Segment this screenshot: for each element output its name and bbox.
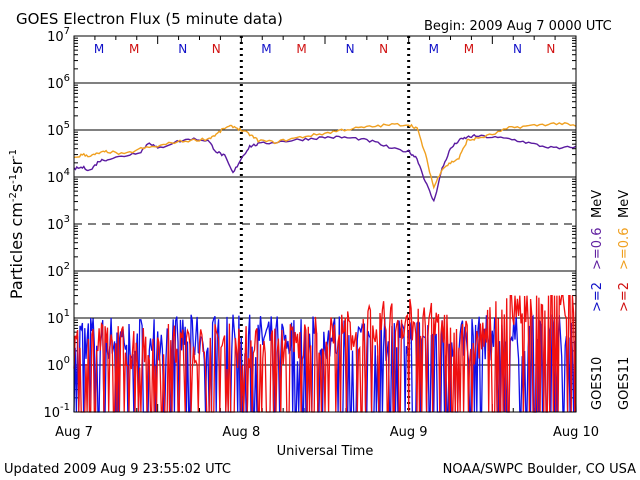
y-tick-label-3: 104 bbox=[47, 167, 70, 186]
legend-mev-unit-0: MeV bbox=[590, 190, 605, 218]
y-tick-label-6: 101 bbox=[47, 308, 70, 327]
legend-sat-1: GOES11 bbox=[617, 357, 632, 410]
legend-range-0: >=2 bbox=[590, 282, 605, 312]
legend-mev-unit-1: MeV bbox=[617, 190, 632, 218]
legend-sat-0: GOES10 bbox=[590, 357, 605, 410]
y-tick-labels: 107 106 105 104 103 102 101 100 10-1 bbox=[43, 26, 70, 421]
marker-n-11: N bbox=[546, 42, 555, 56]
plot-frame bbox=[73, 35, 577, 413]
x-tick-label-3: Aug 10 bbox=[553, 425, 599, 440]
x-tick-label-0: Aug 7 bbox=[55, 425, 93, 440]
chart-title: GOES Electron Flux (5 minute data) bbox=[16, 10, 283, 28]
legend-mev-0: >=0.6 bbox=[590, 228, 605, 270]
marker-m-9: M bbox=[464, 42, 474, 56]
x-tick-labels: Aug 7 Aug 8 Aug 9 Aug 10 bbox=[55, 425, 599, 440]
credit-label: NOAA/SWPC Boulder, CO USA bbox=[443, 462, 636, 477]
y-tick-label-5: 102 bbox=[47, 261, 70, 280]
series-line-goes11-0-6-mev bbox=[73, 122, 577, 190]
legend-mev-1: >=0.6 bbox=[617, 228, 632, 270]
series-line-goes10-0-6-mev bbox=[73, 133, 577, 203]
marker-n-2: N bbox=[178, 42, 187, 56]
y-tick-label-1: 106 bbox=[47, 73, 70, 92]
marker-n-3: N bbox=[212, 42, 221, 56]
marker-n-10: N bbox=[513, 42, 522, 56]
marker-m-0: M bbox=[94, 42, 104, 56]
legend-entry-0: GOES10 >=2 >=0.6 MeV bbox=[590, 190, 605, 410]
updated-label: Updated 2009 Aug 9 23:55:02 UTC bbox=[4, 462, 231, 477]
y-tick-label-4: 103 bbox=[47, 214, 70, 233]
x-tick-label-1: Aug 8 bbox=[222, 425, 260, 440]
begin-label: Begin: 2009 Aug 7 0000 UTC bbox=[424, 19, 612, 34]
marker-m-4: M bbox=[261, 42, 271, 56]
marker-n-6: N bbox=[346, 42, 355, 56]
series-layer bbox=[73, 122, 577, 413]
marker-m-5: M bbox=[296, 42, 306, 56]
marker-m-8: M bbox=[429, 42, 439, 56]
marker-n-7: N bbox=[379, 42, 388, 56]
x-axis-label: Universal Time bbox=[277, 444, 374, 459]
legend: GOES10 >=2 >=0.6 MeV GOES11 >=2 >=0.6 MeV bbox=[590, 190, 632, 410]
legend-range-1: >=2 bbox=[617, 282, 632, 312]
x-tick-label-2: Aug 9 bbox=[390, 425, 428, 440]
marker-m-1: M bbox=[129, 42, 139, 56]
y-tick-label-8: 10-1 bbox=[43, 402, 70, 421]
svg-text:Particles cm-2s-1sr-1: Particles cm-2s-1sr-1 bbox=[7, 149, 26, 299]
y-axis-label: Particles cm-2s-1sr-1 bbox=[7, 149, 26, 299]
y-tick-label-0: 107 bbox=[47, 26, 70, 45]
y-tick-label-2: 105 bbox=[47, 120, 70, 139]
y-tick-label-7: 100 bbox=[47, 355, 70, 374]
series-line-goes10-2-mev bbox=[73, 314, 577, 413]
legend-entry-1: GOES11 >=2 >=0.6 MeV bbox=[617, 190, 632, 410]
